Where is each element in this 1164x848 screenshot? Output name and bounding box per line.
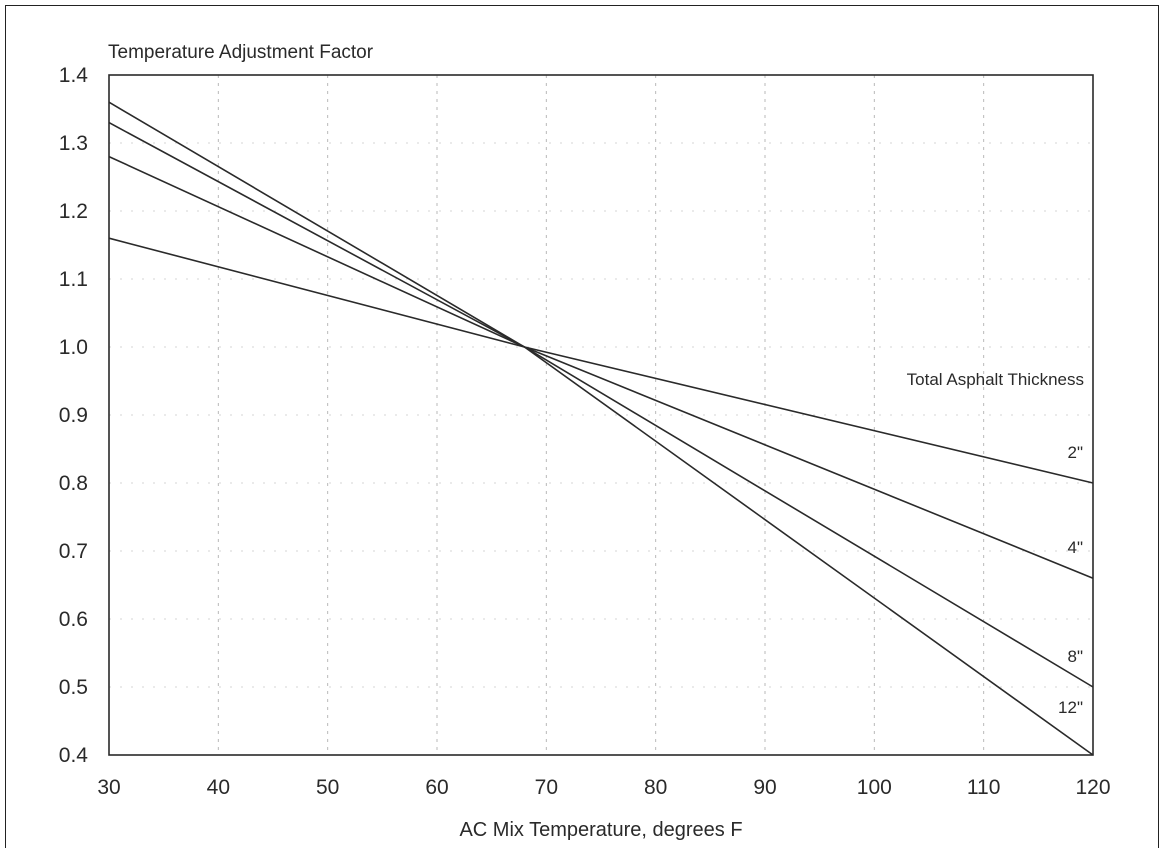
x-tick-label: 80 — [644, 776, 667, 799]
x-tick-label: 70 — [535, 776, 558, 799]
y-tick-label: 0.6 — [59, 608, 88, 631]
axes — [108, 74, 1094, 756]
y-tick-label: 0.4 — [59, 744, 89, 767]
series-line — [108, 155, 1094, 579]
legend-title: Total Asphalt Thickness — [907, 370, 1084, 389]
x-tick-label: 60 — [425, 776, 448, 799]
series-label: 2" — [1068, 443, 1084, 462]
x-tick-label: 110 — [967, 776, 1000, 799]
x-tick-label: 90 — [753, 776, 776, 799]
x-tick-label: 50 — [316, 776, 339, 799]
y-tick-label: 0.8 — [59, 472, 88, 495]
y-tick-label: 0.7 — [59, 540, 88, 563]
grid — [109, 75, 1093, 755]
series-line — [108, 237, 1094, 484]
series-label: 12" — [1058, 698, 1083, 717]
y-tick-label: 1.3 — [59, 132, 88, 155]
series-line — [108, 121, 1094, 688]
figure-frame — [5, 5, 1159, 848]
x-tick-label: 120 — [1075, 776, 1110, 799]
x-axis-label: AC Mix Temperature, degrees F — [459, 819, 742, 841]
y-tick-label: 1.1 — [59, 268, 88, 291]
x-tick-label: 100 — [857, 776, 892, 799]
y-tick-label: 1.4 — [59, 64, 89, 87]
tick-labels: 30 40 50 60 70 80 90 100 110 120 0.4 0.5 0.6 0.7 0.8 0.… — [59, 64, 1111, 799]
plot-border — [108, 74, 1094, 756]
series-label: 8" — [1068, 647, 1084, 666]
chart-title: Temperature Adjustment Factor — [108, 42, 374, 63]
y-tick-label: 1.0 — [59, 336, 88, 359]
y-tick-label: 0.9 — [59, 404, 88, 427]
y-tick-label: 1.2 — [59, 200, 88, 223]
x-tick-label: 40 — [207, 776, 230, 799]
x-tick-label: 30 — [97, 776, 120, 799]
series-lines — [108, 101, 1094, 756]
series-line — [108, 101, 1094, 756]
y-tick-label: 0.5 — [59, 676, 88, 699]
series-label: 4" — [1068, 538, 1084, 557]
series-labels: 2" 4" 8" 12" — [1058, 443, 1083, 717]
